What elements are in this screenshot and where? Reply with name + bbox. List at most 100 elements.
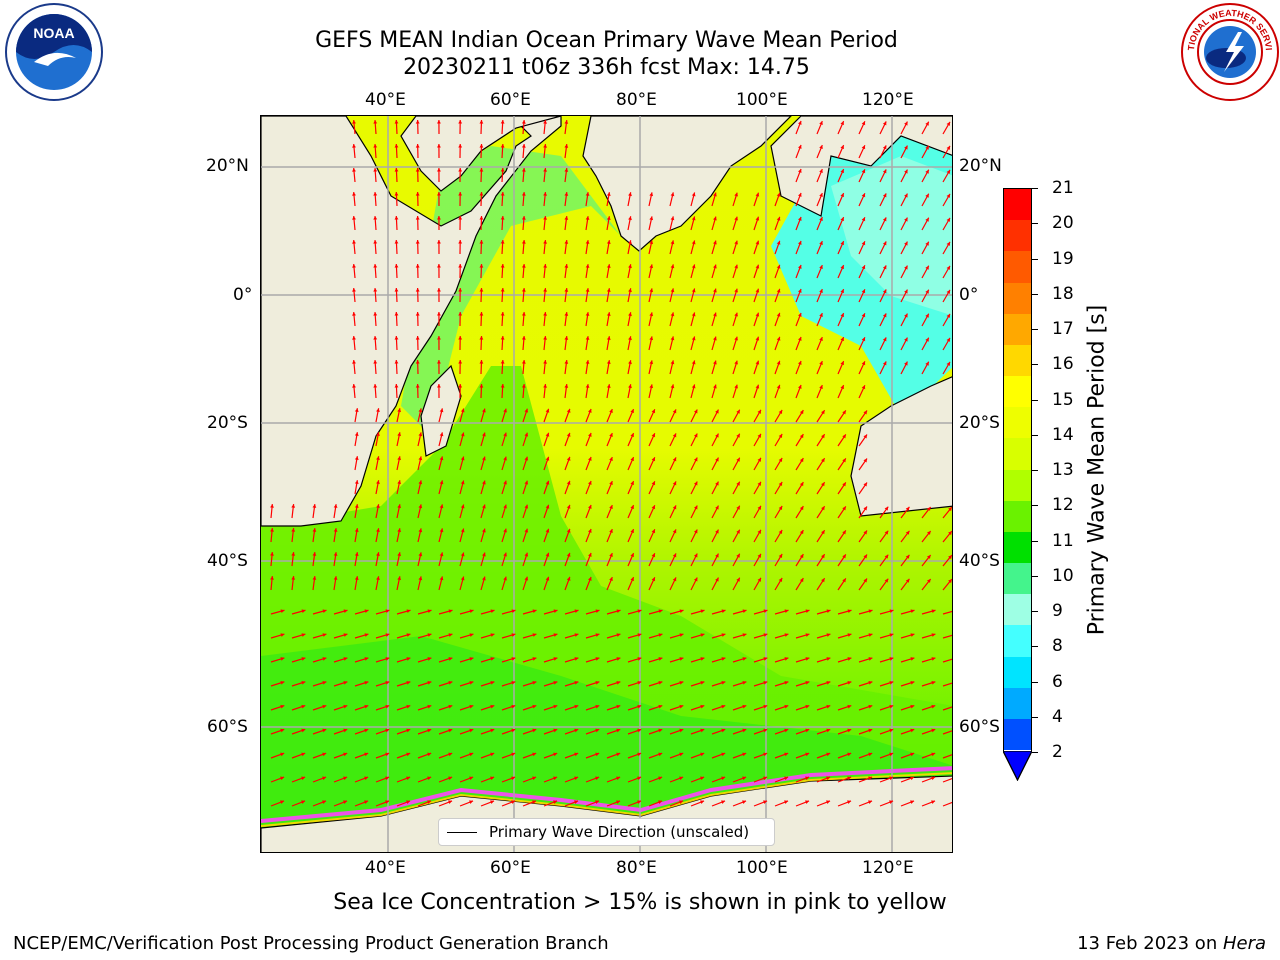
wave-arrow-head	[439, 408, 444, 413]
wave-arrow-head	[691, 336, 696, 341]
wave-arrow-head	[352, 384, 356, 388]
wave-arrow-head	[840, 337, 844, 342]
lat-tick-right: 60°S	[959, 717, 1000, 737]
wave-arrow-head	[532, 657, 537, 661]
wave-arrow-head	[439, 552, 444, 557]
wave-arrow-head	[805, 728, 810, 733]
wave-arrow-head	[606, 384, 611, 388]
wave-arrow-head	[397, 504, 402, 509]
footer-host: Hera	[1222, 933, 1266, 954]
wave-arrow-head	[543, 120, 548, 124]
wave-arrow-head	[946, 217, 950, 222]
wave-arrow-head	[415, 384, 420, 388]
wave-arrow-head	[479, 144, 484, 148]
wave-arrow-head	[763, 609, 768, 614]
wave-arrow-head	[651, 553, 656, 558]
wave-arrow	[942, 634, 952, 639]
wave-arrow-head	[948, 579, 952, 584]
wave-arrow-head	[376, 408, 380, 413]
wave-arrow-head	[585, 264, 590, 268]
wave-arrow-head	[364, 728, 369, 733]
wave-arrow-head	[882, 217, 887, 222]
wave-arrow-head	[479, 288, 484, 292]
lat-tick-right: 20°S	[959, 413, 1000, 433]
wave-arrow-head	[925, 265, 929, 270]
colorbar-tick-label: 17	[1052, 319, 1074, 339]
wave-arrow-head	[637, 609, 642, 614]
wave-arrow-head	[437, 192, 441, 196]
wave-arrow-head	[931, 680, 936, 685]
wave-arrow-head	[458, 168, 463, 172]
wave-arrow-head	[585, 288, 590, 292]
wave-arrow-head	[458, 288, 463, 292]
wave-arrow-head	[649, 384, 654, 389]
wave-arrow-head	[490, 800, 495, 804]
wave-arrow-head	[757, 481, 761, 486]
wave-arrow-head	[700, 800, 705, 804]
wave-arrow-head	[805, 800, 810, 804]
wave-arrow-head	[826, 657, 831, 661]
wave-arrow-head	[784, 728, 789, 733]
lon-tick-bottom: 100°E	[736, 858, 788, 878]
footer-branch: NCEP/EMC/Verification Post Processing Pr…	[13, 933, 609, 954]
wave-arrow-head	[469, 800, 474, 804]
wave-arrow-head	[479, 240, 484, 244]
wave-arrow-head	[931, 609, 936, 614]
wave-arrow-head	[521, 216, 526, 220]
wave-arrow-head	[574, 728, 579, 733]
wave-arrow-head	[952, 729, 953, 733]
wave-arrow-head	[588, 432, 592, 437]
wave-arrow-head	[543, 240, 548, 244]
wave-arrow-head	[616, 752, 621, 757]
wave-arrow-head	[649, 264, 654, 269]
wave-arrow-head	[670, 216, 675, 221]
wave-arrow-head	[394, 288, 399, 292]
wave-arrow-head	[700, 680, 705, 685]
wave-arrow-head	[861, 169, 866, 174]
wave-arrow-head	[713, 360, 717, 365]
wave-arrow-head	[910, 728, 915, 733]
wave-arrow-head	[679, 728, 684, 733]
wave-arrow-head	[564, 120, 569, 124]
wave-arrow-head	[904, 241, 908, 246]
wave-arrow-head	[763, 776, 768, 781]
wave-arrow-head	[270, 528, 274, 532]
wave-arrow-head	[521, 144, 526, 148]
wave-arrow-head	[715, 481, 719, 486]
wave-arrow-head	[658, 657, 663, 661]
wave-arrow-head	[503, 456, 507, 461]
wave-arrow-head	[821, 410, 825, 415]
wave-arrow-head	[784, 776, 789, 781]
wave-arrow-head	[819, 361, 823, 366]
wave-arrow-head	[926, 554, 931, 559]
wave-arrow-head	[778, 529, 783, 534]
wave-arrow-head	[670, 264, 675, 269]
wave-arrow-head	[713, 288, 717, 293]
wave-arrow-head	[406, 633, 411, 637]
wave-arrow-head	[721, 800, 726, 804]
legend-label: Primary Wave Direction (unscaled)	[489, 823, 750, 841]
wave-arrow-head	[394, 192, 399, 196]
wave-arrow-head	[588, 504, 592, 509]
wave-arrow-head	[574, 609, 579, 614]
wave-arrow-head	[343, 680, 348, 685]
wave-arrow-head	[312, 528, 317, 532]
wave-arrow-head	[649, 216, 654, 221]
wave-arrow-head	[500, 192, 505, 196]
wave-arrow-head	[448, 633, 453, 637]
wave-arrow-head	[524, 576, 529, 581]
wave-arrow-head	[545, 480, 550, 485]
wave-arrow-head	[532, 800, 537, 804]
wave-arrow-head	[658, 800, 663, 804]
wave-arrow-head	[343, 704, 348, 709]
wave-arrow-head	[819, 337, 823, 342]
wave-arrow-head	[479, 360, 484, 364]
wave-arrow-head	[847, 680, 852, 685]
wave-arrow-head	[354, 528, 359, 532]
wave-arrow-head	[797, 216, 802, 221]
wave-arrow-head	[910, 752, 915, 757]
wave-arrow-head	[628, 360, 632, 365]
wave-arrow-head	[427, 633, 432, 637]
wave-arrow-head	[863, 554, 868, 559]
wave-arrow-head	[776, 288, 781, 293]
